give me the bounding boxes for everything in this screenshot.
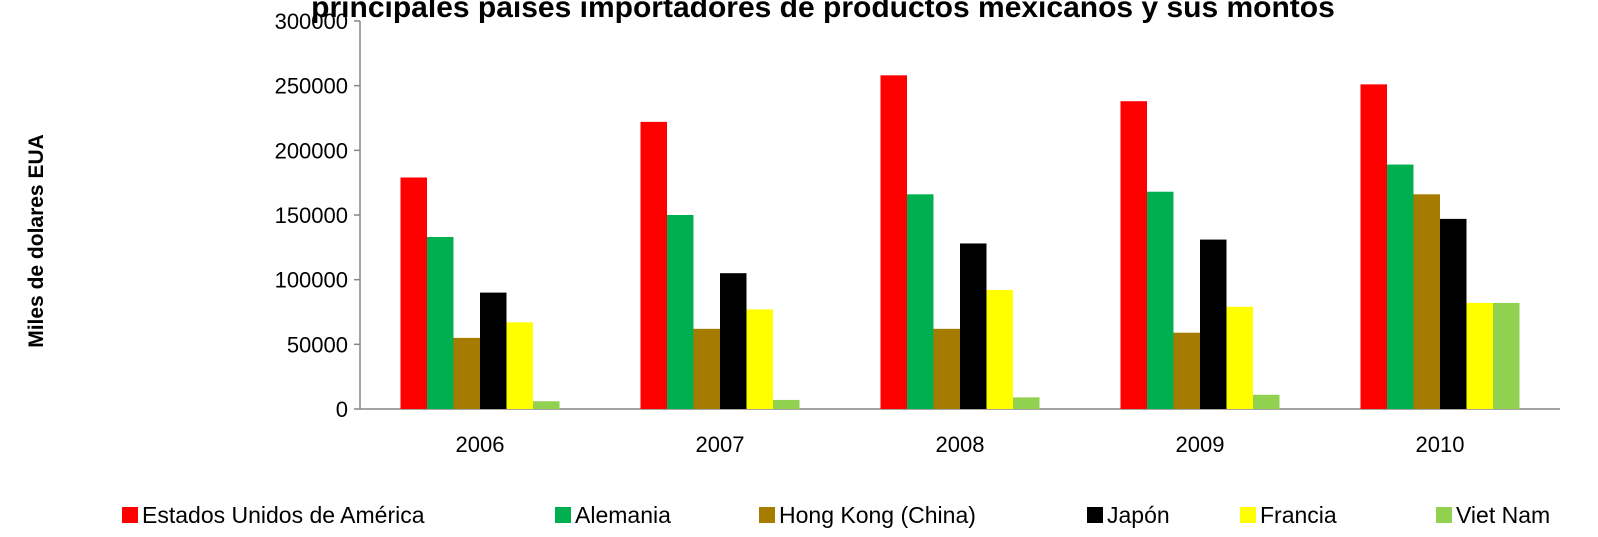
y-axis-title: Miles de dolares EUA	[25, 134, 48, 348]
y-tick-label: 100000	[275, 268, 348, 293]
chart-title: principales países importadores de produ…	[311, 0, 1335, 24]
y-tick-label: 250000	[275, 74, 348, 99]
bar-alemania-2006	[427, 236, 454, 409]
y-tick-label: 0	[336, 397, 348, 422]
bar-francia-2007	[746, 309, 773, 409]
bar-hong-kong-china--2010	[1413, 194, 1440, 409]
legend-swatch	[122, 507, 138, 523]
x-tick-label: 2008	[936, 432, 985, 457]
bar-jap-n-2007	[720, 273, 747, 409]
bar-hong-kong-china--2006	[453, 337, 480, 409]
legend-label: Japón	[1107, 502, 1170, 528]
legend-label: Alemania	[575, 502, 671, 528]
bar-estados-unidos-de-am-rica-2006	[400, 177, 427, 409]
legend-swatch	[759, 507, 775, 523]
bar-francia-2010	[1466, 302, 1493, 409]
y-tick-label: 200000	[275, 138, 348, 163]
legend: Estados Unidos de América Alemania Hong Ko…	[122, 502, 1550, 528]
bar-alemania-2007	[667, 215, 694, 409]
legend-swatch	[1240, 507, 1256, 523]
bar-estados-unidos-de-am-rica-2009	[1120, 101, 1147, 409]
bar-jap-n-2009	[1200, 239, 1227, 409]
x-tick-label: 2006	[456, 432, 505, 457]
legend-label: Hong Kong (China)	[779, 502, 976, 528]
x-tick-label: 2010	[1416, 432, 1465, 457]
bar-viet-nam-2006	[533, 401, 560, 409]
y-tick-label: 50000	[287, 332, 348, 357]
y-tick-label: 150000	[275, 203, 348, 228]
bar-jap-n-2008	[960, 243, 987, 409]
bar-viet-nam-2008	[1013, 397, 1040, 409]
bar-francia-2006	[506, 322, 533, 409]
bar-viet-nam-2007	[773, 399, 800, 409]
legend-label: Francia	[1260, 502, 1337, 528]
legend-label: Viet Nam	[1456, 502, 1550, 528]
bar-alemania-2009	[1147, 191, 1174, 409]
bar-hong-kong-china--2008	[933, 328, 960, 409]
bar-alemania-2010	[1387, 164, 1414, 409]
bar-hong-kong-china--2007	[693, 328, 720, 409]
bar-jap-n-2006	[480, 292, 507, 409]
bar-viet-nam-2010	[1493, 302, 1520, 409]
legend-swatch	[555, 507, 571, 523]
legend-swatch	[1436, 507, 1452, 523]
x-tick-label: 2007	[696, 432, 745, 457]
plot-area: 0 50000 100000 150000 200000 250000 300000 2006…	[275, 9, 1560, 457]
y-tick-label: 300000	[275, 9, 348, 34]
legend-swatch	[1087, 507, 1103, 523]
bar-estados-unidos-de-am-rica-2008	[880, 75, 907, 409]
bar-hong-kong-china--2009	[1173, 332, 1200, 409]
bar-estados-unidos-de-am-rica-2010	[1360, 84, 1387, 409]
bar-francia-2009	[1226, 306, 1253, 409]
bar-viet-nam-2009	[1253, 394, 1280, 409]
bar-jap-n-2010	[1440, 218, 1467, 409]
bar-estados-unidos-de-am-rica-2007	[640, 121, 667, 409]
bar-alemania-2008	[907, 194, 934, 409]
x-tick-label: 2009	[1176, 432, 1225, 457]
bar-francia-2008	[986, 290, 1013, 409]
legend-label: Estados Unidos de América	[142, 502, 425, 528]
